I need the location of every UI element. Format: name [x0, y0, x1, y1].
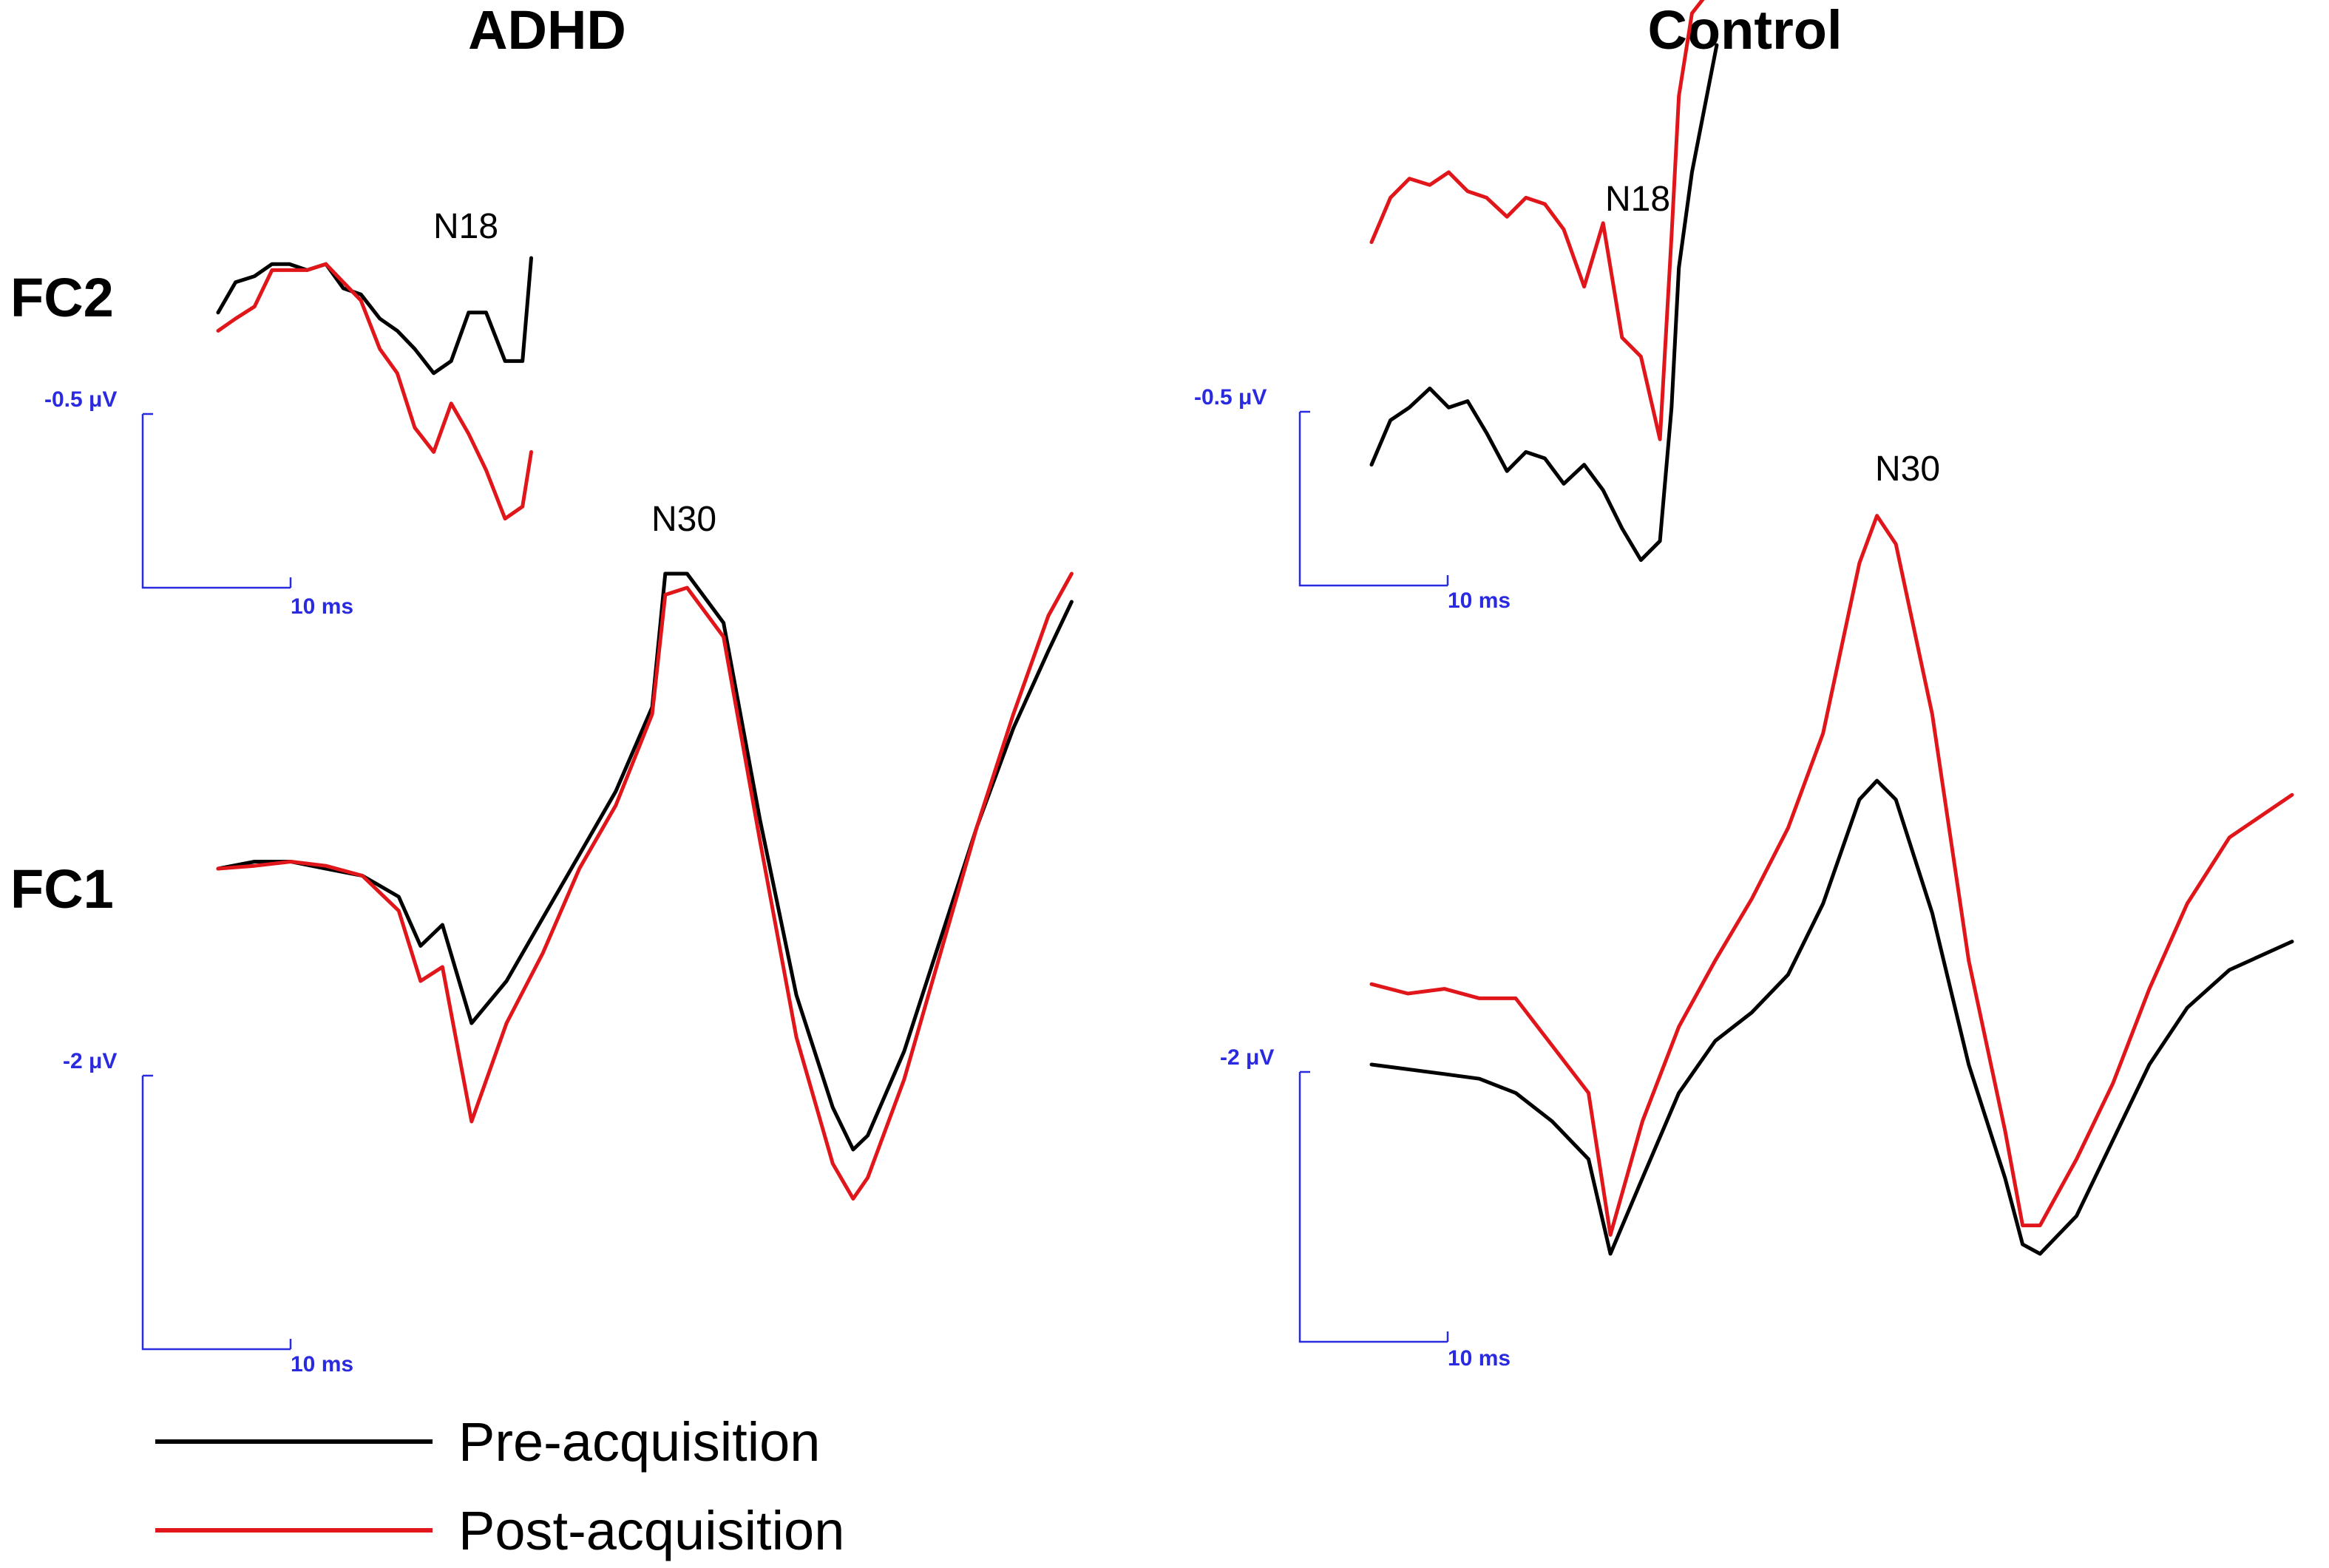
panel-adhd-fc1: N30 -2 μV 10 ms — [63, 500, 1074, 1377]
control-fc2-trace-post — [1369, 0, 1705, 441]
column-title-control: Control — [1647, 0, 1842, 61]
control-fc2-trace-pre — [1369, 43, 1719, 563]
adhd-fc1-scale-label-time: 10 ms — [291, 1352, 353, 1377]
row-label-fc1: FC1 — [10, 858, 114, 920]
legend: Pre-acquisition Post-acquisition — [155, 1411, 844, 1561]
control-fc2-scale-label-amplitude: -0.5 μV — [1194, 385, 1267, 410]
adhd-fc1-peak-label: N30 — [651, 500, 716, 539]
panel-control-fc1: N30 -2 μV 10 ms — [1220, 449, 2294, 1371]
adhd-fc1-scale-bar — [141, 1076, 291, 1351]
legend-label-pre: Pre-acquisition — [458, 1411, 820, 1473]
control-fc1-scale-label-time: 10 ms — [1448, 1346, 1511, 1371]
legend-label-post: Post-acquisition — [458, 1500, 844, 1561]
control-fc2-peak-label: N18 — [1605, 180, 1670, 219]
control-fc2-scale-label-time: 10 ms — [1448, 588, 1511, 613]
adhd-fc1-trace-post — [216, 571, 1074, 1201]
adhd-fc1-scale-label-amplitude: -2 μV — [63, 1049, 117, 1073]
adhd-fc2-scale-bar — [141, 414, 291, 589]
control-fc2-scale-bar — [1298, 412, 1448, 587]
adhd-fc1-trace-pre — [216, 571, 1074, 1152]
adhd-fc2-scale-label-amplitude: -0.5 μV — [44, 387, 117, 412]
control-fc1-trace-pre — [1369, 778, 2294, 1256]
control-fc1-trace-post — [1369, 514, 2294, 1237]
control-fc1-scale-bar — [1298, 1072, 1448, 1343]
panel-control-fc2: N18 -0.5 μV 10 ms — [1194, 0, 1719, 613]
control-fc1-scale-label-amplitude: -2 μV — [1220, 1045, 1274, 1070]
column-title-adhd: ADHD — [468, 0, 626, 61]
panel-adhd-fc2: N18 -0.5 μV 10 ms — [44, 207, 533, 619]
adhd-fc2-trace-pre — [216, 256, 533, 376]
adhd-fc2-trace-post — [216, 262, 533, 521]
adhd-fc2-peak-label: N18 — [433, 207, 498, 246]
control-fc1-peak-label: N30 — [1875, 449, 1940, 489]
row-label-fc2: FC2 — [10, 267, 114, 328]
adhd-fc2-scale-label-time: 10 ms — [291, 594, 353, 619]
